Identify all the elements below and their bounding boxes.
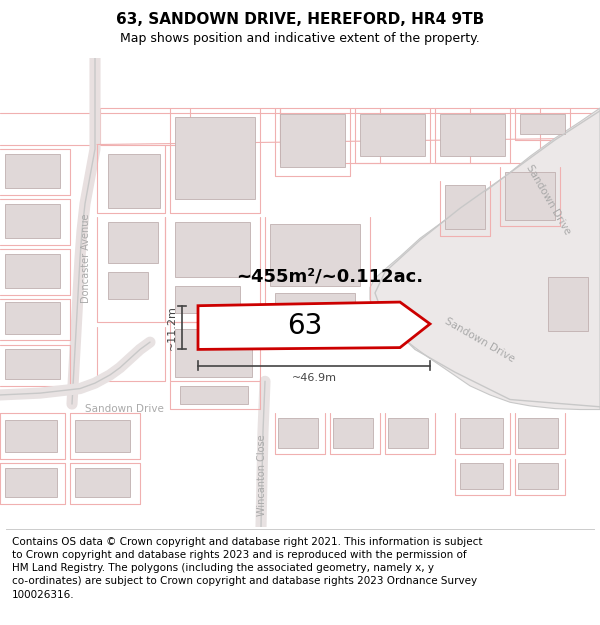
Text: ~11.2m: ~11.2m <box>167 305 177 350</box>
Bar <box>5 349 60 379</box>
Polygon shape <box>175 118 255 199</box>
Bar <box>5 419 57 452</box>
Text: Sandown Drive: Sandown Drive <box>85 404 164 414</box>
Text: Doncaster Avenue: Doncaster Avenue <box>81 214 91 303</box>
Polygon shape <box>275 293 355 315</box>
Polygon shape <box>445 186 485 229</box>
Polygon shape <box>360 114 425 156</box>
Text: 63: 63 <box>287 312 323 340</box>
Text: Map shows position and indicative extent of the property.: Map shows position and indicative extent… <box>120 32 480 45</box>
Bar <box>5 154 60 188</box>
Bar <box>5 204 60 238</box>
Bar <box>278 418 318 447</box>
Polygon shape <box>505 172 555 220</box>
Text: Sandown Drive: Sandown Drive <box>524 162 572 236</box>
Text: 63, SANDOWN DRIVE, HEREFORD, HR4 9TB: 63, SANDOWN DRIVE, HEREFORD, HR4 9TB <box>116 12 484 27</box>
Polygon shape <box>280 114 345 168</box>
Bar <box>5 254 60 288</box>
Polygon shape <box>108 222 158 263</box>
Polygon shape <box>175 329 252 377</box>
Bar <box>75 468 130 497</box>
Polygon shape <box>198 302 430 349</box>
Polygon shape <box>175 286 240 313</box>
Bar <box>518 463 558 489</box>
Polygon shape <box>180 386 248 404</box>
Bar <box>518 418 558 447</box>
Bar <box>5 302 60 334</box>
Bar <box>333 418 373 447</box>
Bar <box>548 277 588 331</box>
Bar <box>75 419 130 452</box>
Polygon shape <box>175 222 250 277</box>
Text: Sandown Drive: Sandown Drive <box>443 316 517 364</box>
Polygon shape <box>108 154 160 208</box>
Text: Contains OS data © Crown copyright and database right 2021. This information is : Contains OS data © Crown copyright and d… <box>12 537 482 599</box>
Bar <box>388 418 428 447</box>
Bar <box>460 463 503 489</box>
Bar <box>460 418 503 447</box>
Polygon shape <box>370 108 600 409</box>
Polygon shape <box>520 114 565 134</box>
Text: Wincanton Close: Wincanton Close <box>257 434 267 516</box>
Polygon shape <box>440 114 505 156</box>
Text: ~455m²/~0.112ac.: ~455m²/~0.112ac. <box>236 268 424 286</box>
Polygon shape <box>270 224 360 286</box>
Bar <box>5 468 57 497</box>
Polygon shape <box>108 272 148 299</box>
Text: ~46.9m: ~46.9m <box>292 373 337 383</box>
